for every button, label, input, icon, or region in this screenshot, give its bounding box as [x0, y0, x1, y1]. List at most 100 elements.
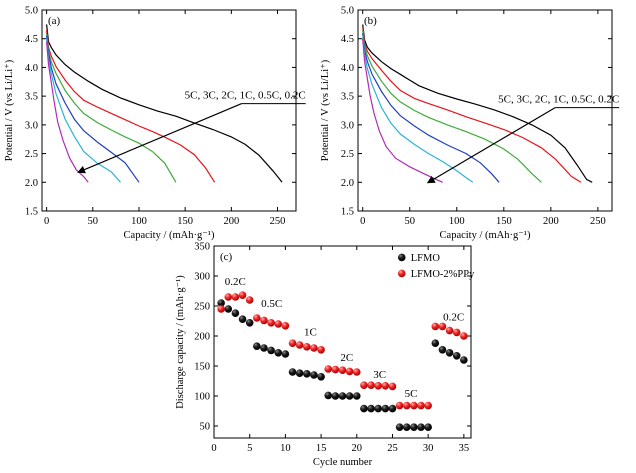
data-point-lfmo-ppy: [267, 319, 275, 327]
discharge-curve-4: [46, 38, 121, 183]
data-point-lfmo: [274, 349, 283, 357]
x-tick-label: 150: [177, 216, 193, 227]
data-point-lfmo: [238, 315, 247, 324]
x-tick-label: 0: [360, 216, 365, 227]
x-tick-label: 200: [223, 216, 239, 227]
discharge-curve-0: [362, 24, 593, 183]
rate-label: 0.2C: [443, 311, 464, 323]
x-axis-title: Capacity / (mAh·g⁻¹): [124, 230, 215, 241]
x-tick-label: 250: [590, 216, 606, 227]
data-point-lfmo: [460, 356, 468, 364]
data-point-lfmo-ppy: [352, 368, 361, 376]
x-tick-label: 150: [496, 216, 512, 227]
data-point-lfmo: [224, 305, 233, 313]
data-point-lfmo-ppy: [324, 365, 333, 373]
data-point-lfmo-ppy: [217, 305, 225, 313]
data-point-lfmo: [310, 371, 318, 379]
x-tick-label: 35: [459, 443, 470, 454]
plot-frame: [213, 245, 472, 439]
y-axis-title: Potential / V (vs Li/Li⁺): [320, 59, 331, 161]
data-point-lfmo: [317, 373, 325, 381]
annotation-arrow: [77, 103, 242, 174]
x-tick-label: 30: [423, 443, 434, 454]
data-point-lfmo: [217, 299, 225, 307]
legend-marker: [397, 269, 406, 278]
discharge-curve-0: [46, 24, 283, 183]
data-point-lfmo: [267, 346, 275, 355]
data-point-lfmo: [374, 404, 382, 413]
panel-a: 0 50 100 150 200 250 1.5 2.0 2.5 3.0 3.5 4.0 4.5 5.0 C…: [4, 6, 306, 241]
y-tick-label: 3.5: [25, 92, 38, 103]
data-point-lfmo-ppy: [303, 343, 311, 351]
data-point-lfmo: [331, 392, 340, 400]
data-point-lfmo: [410, 423, 418, 432]
data-point-lfmo-ppy: [374, 382, 382, 390]
data-point-lfmo-ppy: [410, 401, 418, 410]
data-point-lfmo-ppy: [388, 382, 397, 391]
data-point-lfmo-ppy: [460, 332, 468, 340]
data-point-lfmo-ppy: [402, 401, 411, 410]
discharge-curve-3: [46, 35, 140, 183]
x-tick-label: 0: [44, 216, 49, 227]
data-point-lfmo: [352, 392, 361, 400]
x-tick-label: 200: [543, 216, 559, 227]
rate-label: 5C: [405, 388, 418, 400]
data-point-lfmo-ppy: [345, 367, 354, 376]
legend-label: LFMO: [411, 253, 441, 264]
discharge-curve-2: [362, 30, 542, 183]
data-point-lfmo-ppy: [367, 381, 375, 390]
data-point-lfmo: [288, 368, 297, 376]
data-point-lfmo-ppy: [245, 296, 254, 304]
data-point-lfmo-ppy: [381, 382, 390, 390]
plot-frame: [41, 9, 297, 212]
y-tick-label: 1.5: [25, 207, 38, 218]
y-tick-label: 100: [194, 392, 210, 403]
data-point-lfmo-ppy: [238, 291, 247, 300]
data-point-lfmo-ppy: [310, 344, 318, 352]
panel-b: 0 50 100 150 200 250 1.5 2.0 2.5 3.0 3.5 4.0 4.5 5.0 C…: [320, 6, 620, 241]
data-point-lfmo-ppy: [281, 322, 290, 330]
x-tick-label: 100: [131, 216, 147, 227]
y-tick-label: 1.5: [341, 207, 354, 218]
data-point-lfmo-ppy: [438, 322, 447, 331]
x-tick-label: 25: [387, 443, 398, 454]
y-tick-label: 150: [194, 362, 210, 373]
x-tick-label: 5: [247, 443, 252, 454]
data-point-lfmo: [245, 319, 254, 327]
data-point-lfmo: [381, 404, 390, 413]
data-point-lfmo-ppy: [317, 346, 325, 354]
panel-label: (c): [220, 251, 233, 263]
rate-label: 3C: [373, 369, 386, 381]
x-tick-label: 50: [88, 216, 99, 227]
data-point-lfmo: [417, 423, 425, 432]
rate-label: 2C: [340, 352, 353, 364]
data-point-lfmo-ppy: [424, 401, 432, 410]
data-point-lfmo: [231, 309, 240, 318]
rate-label: 0.2C: [225, 276, 246, 288]
discharge-curve-2: [46, 32, 177, 183]
y-tick-label: 3.0: [25, 120, 38, 131]
x-tick-label: 100: [449, 216, 465, 227]
data-point-lfmo: [303, 370, 311, 378]
plot-frame: [357, 9, 613, 212]
x-tick-label: 50: [404, 216, 415, 227]
y-tick-label: 250: [194, 302, 210, 313]
legend-marker: [397, 253, 406, 262]
data-point-lfmo: [452, 352, 461, 360]
discharge-curve-4: [362, 35, 474, 183]
data-point-lfmo-ppy: [452, 328, 461, 337]
x-tick-label: 10: [280, 443, 291, 454]
data-point-lfmo-ppy: [445, 326, 454, 335]
panel-label: (b): [364, 15, 377, 27]
data-point-lfmo-ppy: [253, 314, 261, 322]
x-axis-title: Cycle number: [313, 457, 373, 468]
y-tick-label: 50: [200, 422, 211, 433]
y-axis-title: Discharge capacity / (mAh·g⁻¹): [175, 275, 186, 409]
data-point-lfmo: [324, 391, 333, 400]
data-point-lfmo-ppy: [360, 381, 368, 390]
data-point-lfmo: [345, 392, 354, 400]
x-tick-label: 20: [352, 443, 363, 454]
y-tick-label: 3.5: [341, 92, 354, 103]
annotation-arrow: [426, 107, 556, 184]
